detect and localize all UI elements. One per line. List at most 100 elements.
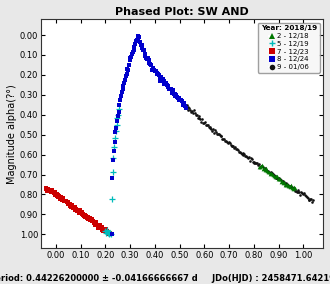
- Point: [171, 91, 177, 96]
- Point: [118, 93, 124, 98]
- Point: [75, 208, 80, 213]
- Point: [90, 219, 95, 224]
- Point: [232, 146, 237, 151]
- Point: [278, 177, 283, 182]
- Point: [80, 210, 85, 214]
- Point: [91, 219, 96, 223]
- Point: [140, 46, 145, 51]
- Point: [268, 171, 273, 176]
- Point: [105, 229, 110, 234]
- Point: [45, 187, 50, 191]
- Point: [186, 107, 191, 112]
- Point: [77, 207, 82, 212]
- Point: [151, 68, 157, 73]
- Point: [163, 82, 168, 86]
- Point: [172, 91, 177, 96]
- Point: [269, 170, 274, 175]
- Point: [88, 218, 94, 222]
- Point: [190, 110, 196, 115]
- Point: [75, 208, 80, 212]
- Point: [207, 125, 212, 129]
- Point: [77, 211, 82, 216]
- Point: [66, 200, 71, 204]
- Point: [183, 105, 188, 109]
- Point: [85, 215, 91, 220]
- Point: [165, 85, 170, 89]
- Point: [301, 191, 307, 195]
- Point: [289, 184, 295, 189]
- Point: [145, 57, 150, 61]
- Point: [81, 212, 86, 217]
- Point: [110, 170, 115, 174]
- Point: [85, 216, 90, 221]
- Point: [280, 179, 285, 183]
- Point: [219, 134, 224, 139]
- Point: [216, 132, 221, 136]
- Point: [109, 197, 115, 201]
- Point: [209, 127, 214, 132]
- Point: [203, 122, 209, 127]
- Point: [52, 193, 58, 198]
- Point: [257, 164, 263, 169]
- Point: [258, 164, 264, 168]
- Point: [306, 198, 311, 202]
- Point: [109, 231, 114, 236]
- Point: [167, 86, 172, 91]
- Point: [53, 192, 58, 196]
- Point: [104, 228, 109, 233]
- Point: [141, 48, 147, 53]
- Point: [125, 67, 130, 72]
- Point: [297, 190, 302, 195]
- Point: [74, 207, 79, 212]
- Point: [57, 195, 62, 199]
- Point: [97, 226, 103, 230]
- Point: [138, 42, 143, 47]
- Point: [234, 147, 240, 151]
- Point: [122, 78, 128, 82]
- Point: [158, 78, 163, 83]
- Point: [60, 195, 66, 200]
- Point: [51, 189, 56, 194]
- Point: [242, 152, 247, 156]
- Point: [69, 204, 74, 209]
- Point: [57, 197, 63, 202]
- Point: [274, 174, 279, 178]
- Point: [87, 218, 93, 222]
- Point: [76, 210, 81, 215]
- Point: [282, 182, 287, 187]
- Point: [214, 130, 219, 135]
- Point: [103, 228, 108, 232]
- Point: [74, 208, 79, 213]
- Point: [71, 205, 77, 210]
- Point: [278, 176, 283, 181]
- Point: [273, 176, 278, 180]
- Point: [95, 223, 100, 227]
- Point: [255, 161, 260, 165]
- Point: [222, 139, 228, 143]
- Point: [196, 114, 201, 118]
- Point: [96, 224, 101, 229]
- Point: [108, 231, 113, 235]
- Point: [266, 169, 271, 174]
- Point: [62, 199, 67, 203]
- Point: [67, 202, 73, 206]
- Point: [117, 103, 122, 107]
- Point: [192, 111, 198, 116]
- Point: [309, 197, 314, 202]
- Point: [261, 166, 266, 170]
- Point: [176, 97, 181, 102]
- Point: [112, 145, 117, 150]
- Point: [49, 190, 54, 194]
- Point: [145, 55, 150, 60]
- Point: [283, 181, 288, 185]
- Point: [276, 176, 281, 181]
- Point: [246, 156, 251, 160]
- Point: [83, 215, 88, 219]
- Point: [150, 65, 155, 70]
- Point: [117, 98, 123, 103]
- Point: [286, 183, 291, 188]
- Point: [144, 56, 149, 60]
- Point: [281, 180, 286, 185]
- Point: [137, 35, 142, 39]
- Point: [292, 185, 297, 190]
